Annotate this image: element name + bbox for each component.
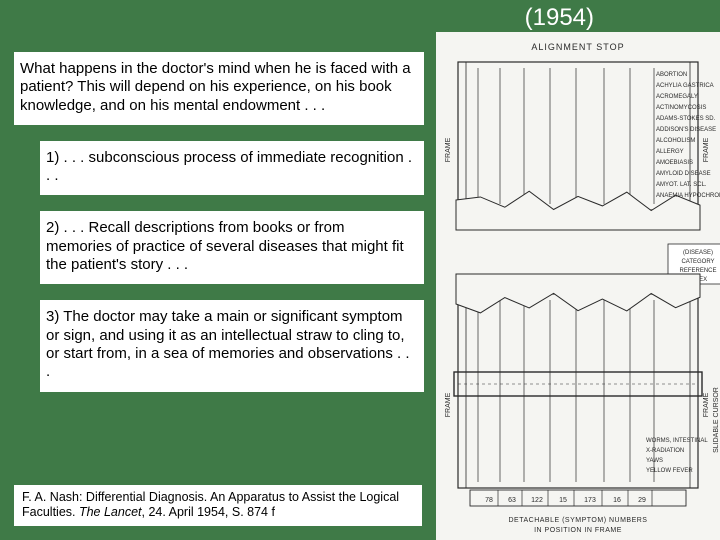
- svg-text:78: 78: [485, 497, 493, 504]
- svg-text:ADDISON'S DISEASE: ADDISON'S DISEASE: [656, 127, 716, 133]
- list-item: 3) The doctor may take a main or signifi…: [40, 300, 424, 391]
- svg-text:16: 16: [613, 497, 621, 504]
- citation-journal: The Lancet: [79, 505, 142, 519]
- svg-text:X-RADIATION: X-RADIATION: [646, 448, 684, 454]
- svg-text:DETACHABLE (SYMPTOM) NUMBERS: DETACHABLE (SYMPTOM) NUMBERS: [509, 517, 648, 524]
- svg-text:FRAME: FRAME: [703, 137, 710, 162]
- svg-text:AMYLOID DISEASE: AMYLOID DISEASE: [656, 171, 711, 177]
- svg-text:FRAME: FRAME: [703, 392, 710, 417]
- svg-text:ACROMEGALY: ACROMEGALY: [656, 94, 698, 100]
- svg-text:15: 15: [559, 497, 567, 504]
- svg-text:ACHYLIA GASTRICA: ACHYLIA GASTRICA: [656, 83, 714, 89]
- slide-root: (1954) What happens in the doctor's mind…: [0, 0, 720, 540]
- svg-text:FRAME: FRAME: [445, 137, 452, 162]
- svg-text:ALLERGY: ALLERGY: [656, 149, 684, 155]
- citation-rest: , 24. April 1954, S. 874 f: [142, 505, 275, 519]
- list-item: 2) . . . Recall descriptions from books …: [40, 211, 424, 284]
- title-year: (1954): [0, 4, 720, 32]
- diagram-svg: ALIGNMENT STOP FRAME FRAME ABORTION ACHYLIA …: [436, 32, 720, 540]
- svg-text:ANAEMIA HYPOCHROMIC: ANAEMIA HYPOCHROMIC: [656, 193, 720, 199]
- citation: F. A. Nash: Differential Diagnosis. An A…: [14, 485, 422, 526]
- svg-text:FRAME: FRAME: [445, 392, 452, 417]
- svg-text:ALCOHOLISM: ALCOHOLISM: [656, 138, 695, 144]
- svg-text:ABORTION: ABORTION: [656, 72, 687, 78]
- svg-text:(DISEASE): (DISEASE): [683, 250, 713, 256]
- svg-text:YELLOW FEVER: YELLOW FEVER: [646, 468, 693, 474]
- svg-text:ACTINOMYCOSIS: ACTINOMYCOSIS: [656, 105, 706, 111]
- list-item: 1) . . . subconscious process of immedia…: [40, 141, 424, 196]
- svg-text:CATEGORY: CATEGORY: [681, 259, 714, 265]
- svg-text:ADAMS-STOKES SD.: ADAMS-STOKES SD.: [656, 116, 716, 122]
- left-column: What happens in the doctor's mind when h…: [14, 52, 424, 392]
- svg-text:YAWS: YAWS: [646, 458, 663, 464]
- apparatus-diagram: ALIGNMENT STOP FRAME FRAME ABORTION ACHYLIA …: [436, 32, 720, 540]
- svg-text:WORMS, INTESTINAL: WORMS, INTESTINAL: [646, 438, 708, 444]
- svg-text:AMOEBIASIS: AMOEBIASIS: [656, 160, 693, 166]
- svg-text:29: 29: [638, 497, 646, 504]
- svg-text:ALIGNMENT STOP: ALIGNMENT STOP: [531, 42, 624, 52]
- svg-text:AMYOT. LAT. SCL.: AMYOT. LAT. SCL.: [656, 182, 707, 188]
- intro-paragraph: What happens in the doctor's mind when h…: [14, 52, 424, 125]
- svg-text:173: 173: [584, 497, 596, 504]
- svg-text:IN POSITION IN FRAME: IN POSITION IN FRAME: [534, 527, 622, 534]
- svg-text:63: 63: [508, 497, 516, 504]
- svg-text:SLIDABLE CURSOR: SLIDABLE CURSOR: [713, 387, 720, 453]
- svg-text:REFERENCE: REFERENCE: [679, 268, 716, 274]
- svg-text:122: 122: [531, 497, 543, 504]
